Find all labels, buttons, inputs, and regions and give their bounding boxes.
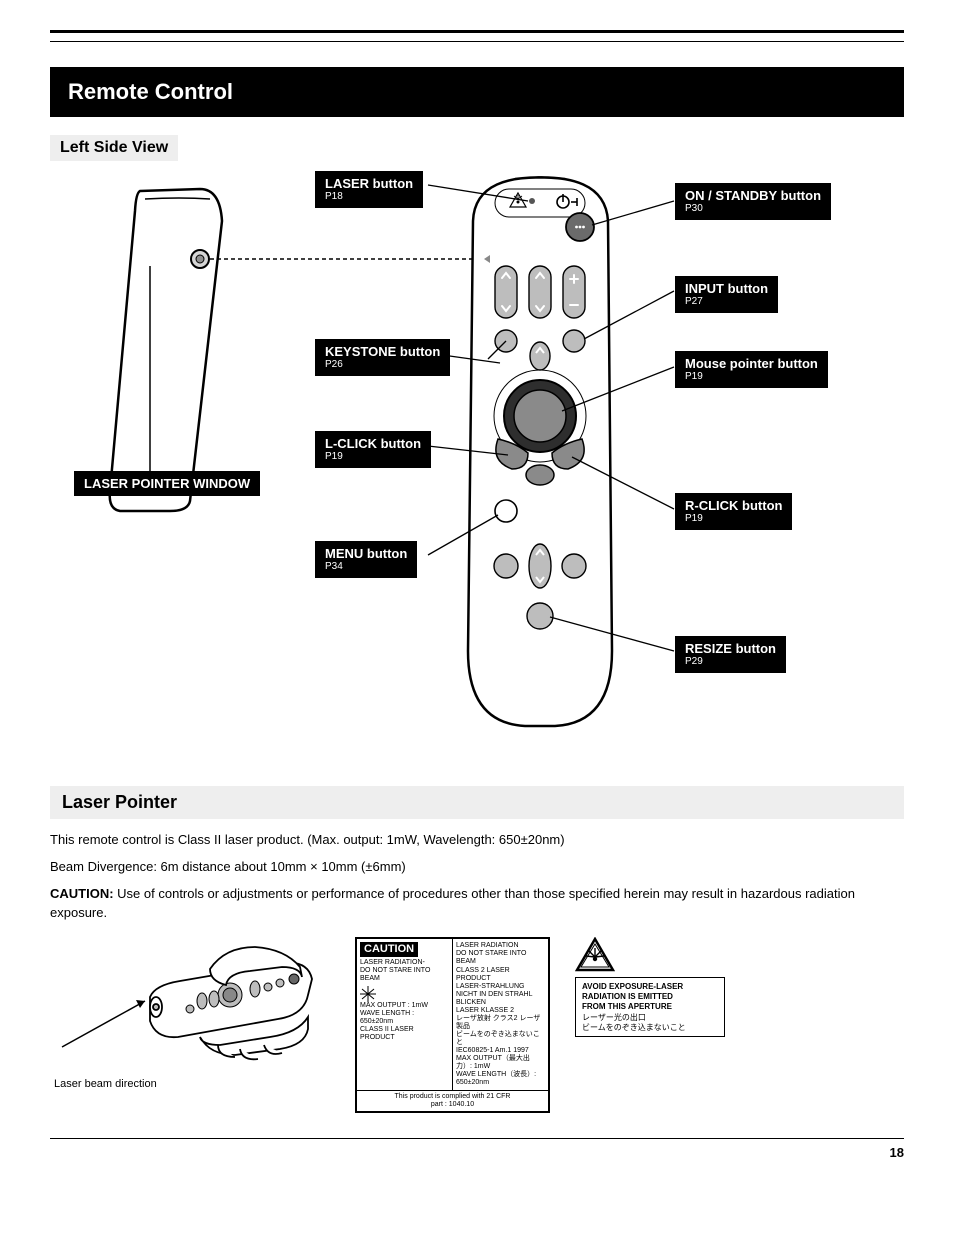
label-on-standby-sub: P30 xyxy=(685,204,821,214)
label-laser-button-sub: P18 xyxy=(325,192,413,202)
page-number: 18 xyxy=(890,1145,904,1160)
left-side-header-text: Left Side View xyxy=(60,139,168,156)
beam-direction-caption: Laser beam direction xyxy=(54,1077,330,1092)
label-input-sub: P27 xyxy=(685,297,768,307)
label-keystone-sub: P26 xyxy=(325,360,440,370)
label-mouse-pointer-sub: P19 xyxy=(685,372,818,382)
label-menu-title: MENU button xyxy=(325,547,407,560)
label-r-click: R-CLICK button P19 xyxy=(675,493,792,530)
label-resize-title: RESIZE button xyxy=(685,642,776,655)
caution-left1: LASER RADIATION- DO NOT STARE INTO BEAM xyxy=(360,959,449,983)
label-menu-sub: P34 xyxy=(325,562,407,572)
label-l-click: L-CLICK button P19 xyxy=(315,431,431,468)
caution-header: CAUTION xyxy=(360,942,418,957)
caution-left2: MAX OUTPUT : 1mW WAVE LENGTH : 650±20nm … xyxy=(360,1002,449,1042)
aperture-line1: AVOID EXPOSURE-LASER RADIATION IS EMITTE… xyxy=(582,982,718,1011)
label-keystone: KEYSTONE button P26 xyxy=(315,339,450,376)
label-mouse-pointer-title: Mouse pointer button xyxy=(685,357,818,370)
laser-caution-body: Use of controls or adjustments or perfor… xyxy=(50,886,855,920)
label-l-click-sub: P19 xyxy=(325,452,421,462)
aperture-warning: AVOID EXPOSURE-LASER RADIATION IS EMITTE… xyxy=(575,937,725,1037)
laser-para2: Beam Divergence: 6m distance about 10mm … xyxy=(50,858,904,877)
label-l-click-title: L-CLICK button xyxy=(325,437,421,450)
label-laser-button: LASER button P18 xyxy=(315,171,423,208)
caution-right1: LASER RADIATION DO NOT STARE INTO BEAM C… xyxy=(453,939,548,1090)
label-keystone-title: KEYSTONE button xyxy=(325,345,440,358)
label-laser-button-title: LASER button xyxy=(325,177,413,190)
lower-diagram-row: Laser beam direction CAUTION LASER RADIA… xyxy=(50,937,904,1113)
page-header xyxy=(50,30,904,42)
label-resize-sub: P29 xyxy=(685,657,776,667)
hand-remote-drawing: Laser beam direction xyxy=(50,937,330,1092)
caution-bottom: This product is complied with 21 CFR par… xyxy=(357,1091,548,1111)
caution-compliance-label: CAUTION LASER RADIATION- DO NOT STARE IN… xyxy=(355,937,550,1113)
laser-caution-head: CAUTION: xyxy=(50,886,114,901)
laser-caution: CAUTION: Use of controls or adjustments … xyxy=(50,885,904,923)
aperture-line2: レーザー光の出口 ビームをのぞき込まないこと xyxy=(582,1013,718,1032)
label-input: INPUT button P27 xyxy=(675,276,778,313)
left-side-header: Left Side View xyxy=(50,135,178,161)
label-laser-window-title: LASER POINTER WINDOW xyxy=(84,477,250,490)
label-on-standby-title: ON / STANDBY button xyxy=(685,189,821,202)
main-title-text: Remote Control xyxy=(68,79,233,104)
laser-para1: This remote control is Class II laser pr… xyxy=(50,831,904,850)
label-input-title: INPUT button xyxy=(685,282,768,295)
label-resize: RESIZE button P29 xyxy=(675,636,786,673)
remote-side-view xyxy=(110,189,222,511)
label-on-standby: ON / STANDBY button P30 xyxy=(675,183,831,220)
page-footer: 18 xyxy=(50,1138,904,1160)
label-r-click-title: R-CLICK button xyxy=(685,499,782,512)
label-menu: MENU button P34 xyxy=(315,541,417,578)
laser-section-heading: Laser Pointer xyxy=(50,786,904,819)
laser-section-heading-text: Laser Pointer xyxy=(62,792,177,812)
label-mouse-pointer: Mouse pointer button P19 xyxy=(675,351,828,388)
main-title-bar: Remote Control xyxy=(50,67,904,117)
remote-front-view xyxy=(468,177,612,726)
remote-diagram: LASER POINTER WINDOW LASER button P18 ON… xyxy=(50,171,904,761)
label-laser-window: LASER POINTER WINDOW xyxy=(74,471,260,496)
laser-hazard-icon xyxy=(575,937,615,973)
label-r-click-sub: P19 xyxy=(685,514,782,524)
